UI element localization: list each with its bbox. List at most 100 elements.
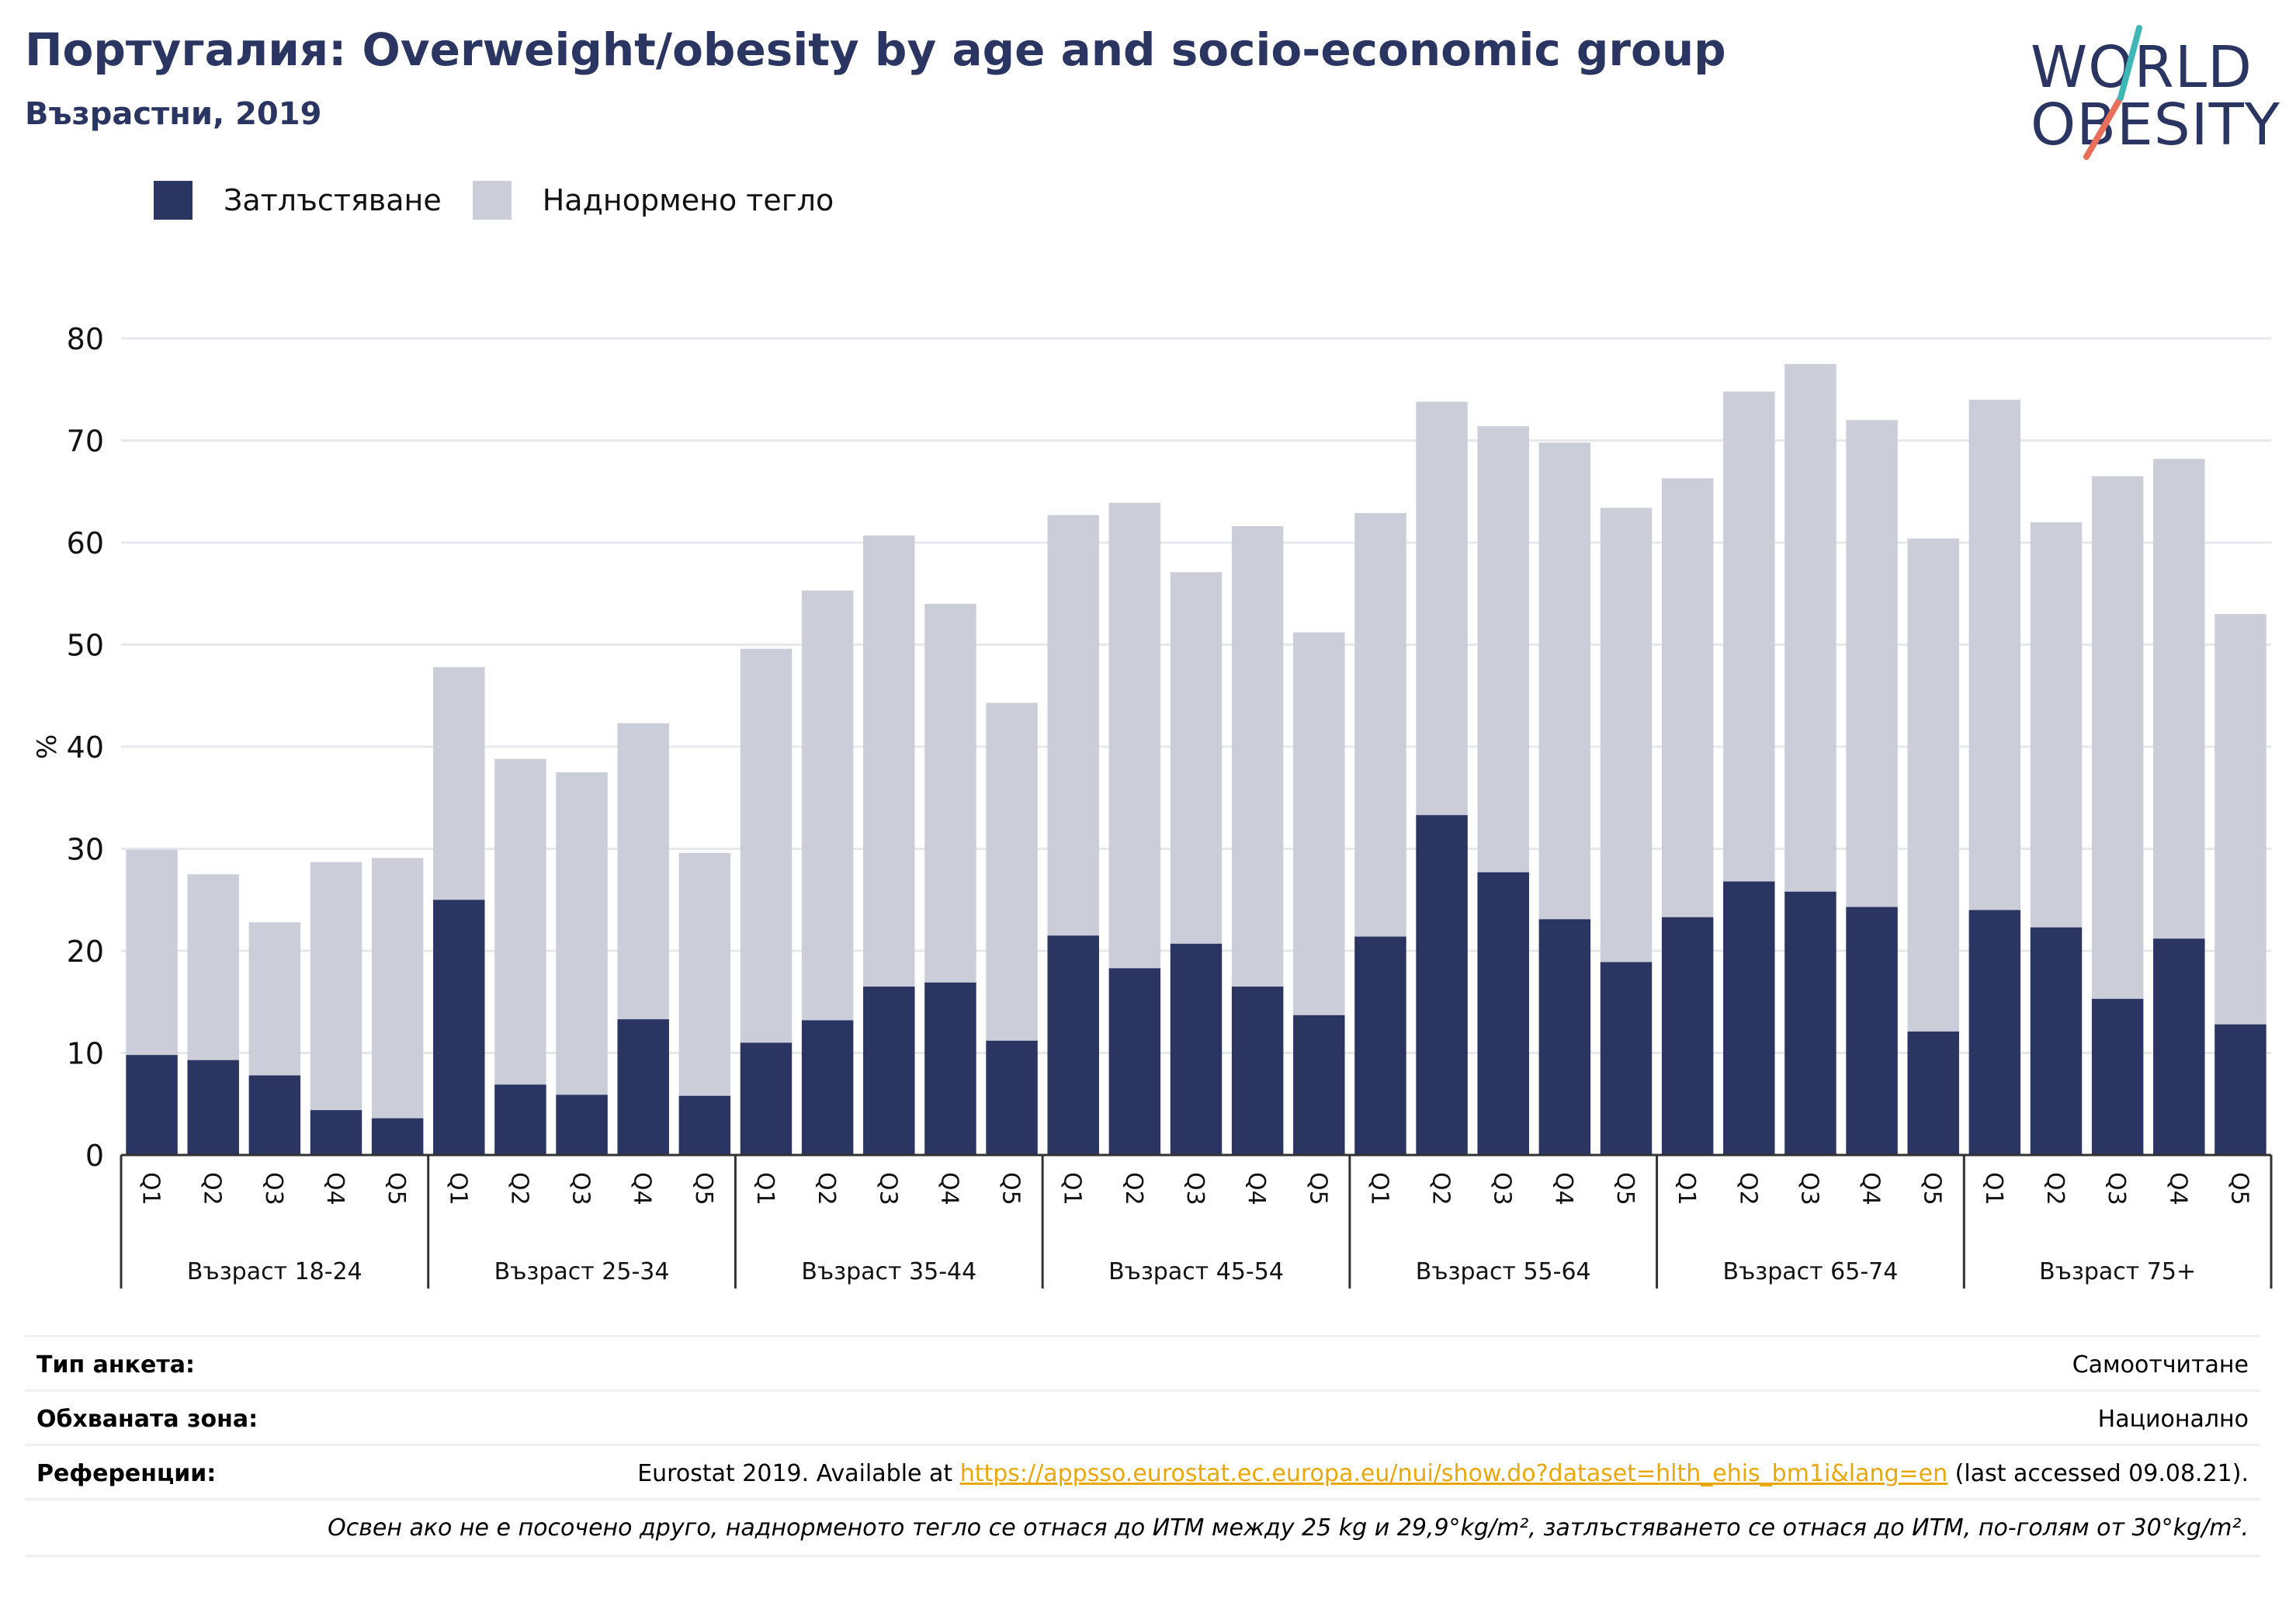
meta-row-survey-type: Тип анкета: Самоотчитане <box>25 1335 2260 1392</box>
bar-overweight <box>1231 525 1284 987</box>
meta-row-coverage: Обхваната зона: Национално <box>25 1389 2260 1446</box>
bar-overweight <box>371 858 424 1119</box>
group-label: Възраст 75+ <box>2039 1258 2196 1285</box>
y-tick-label: 80 <box>67 322 104 356</box>
y-tick-label: 10 <box>67 1037 104 1071</box>
group-label: Възраст 35-44 <box>801 1258 976 1285</box>
bar-obesity <box>1846 907 1898 1155</box>
references-prefix: Eurostat 2019. Available at <box>637 1460 960 1487</box>
bar-obesity <box>1170 943 1223 1155</box>
bar-obesity <box>1477 872 1529 1155</box>
x-tick-label: Q5 <box>1304 1172 1331 1205</box>
meta-row-references: Референции: Eurostat 2019. Available at … <box>25 1444 2260 1500</box>
bar-overweight <box>740 648 793 1043</box>
x-tick-label: Q1 <box>1673 1172 1700 1205</box>
legend-item-obesity: Затлъстяване <box>154 181 442 220</box>
bar-obesity <box>310 1110 362 1155</box>
x-tick-label: Q1 <box>444 1172 471 1205</box>
bar-obesity <box>1416 815 1468 1155</box>
y-tick-label: 40 <box>67 730 104 765</box>
x-tick-label: Q4 <box>1243 1172 1270 1205</box>
x-tick-label: Q1 <box>1365 1172 1393 1205</box>
bar-obesity <box>248 1075 301 1155</box>
bar-overweight <box>556 772 608 1095</box>
logo-line2: OBESITY <box>2031 92 2280 158</box>
group-label: Възраст 55-64 <box>1416 1258 1591 1285</box>
x-tick-label: Q4 <box>1550 1172 1577 1205</box>
bar-obesity <box>1968 910 2021 1155</box>
bar-obesity <box>1231 987 1284 1155</box>
bar-overweight <box>801 590 854 1021</box>
x-tick-label: Q3 <box>260 1172 287 1205</box>
bar-obesity <box>1354 936 1406 1155</box>
group-label: Възраст 18-24 <box>187 1258 362 1285</box>
bar-obesity <box>2091 998 2144 1155</box>
bar-overweight <box>1968 399 2021 910</box>
bar-overweight <box>2153 459 2205 939</box>
bar-obesity <box>863 987 915 1155</box>
bar-obesity <box>1784 891 1836 1155</box>
bar-obesity <box>924 982 976 1155</box>
bar-overweight <box>617 723 669 1020</box>
bar-overweight <box>924 603 976 983</box>
x-tick-label: Q5 <box>1611 1172 1639 1205</box>
x-tick-label: Q2 <box>1734 1172 1761 1205</box>
bar-overweight <box>310 862 362 1111</box>
bar-overweight <box>1477 426 1529 872</box>
bar-overweight <box>1416 401 1468 816</box>
legend-item-overweight: Наднормено тегло <box>472 181 834 220</box>
stacked-bar-chart: 0 10 20 30 40 50 60 70 80% Q1 Q2 Q3 Q4 Q5 Q1 Q2 Q3 Q4 Q5 Q1… <box>32 322 2273 1289</box>
bar-obesity <box>2153 938 2205 1155</box>
x-tick-label: Q3 <box>1181 1172 1209 1205</box>
group-label: Възраст 45-54 <box>1108 1258 1284 1285</box>
x-tick-label: Q2 <box>2041 1172 2069 1205</box>
x-tick-label: Q1 <box>1980 1172 2007 1205</box>
bar-obesity <box>1661 917 1714 1155</box>
x-tick-label: Q3 <box>2103 1172 2130 1205</box>
bar-overweight <box>1784 363 1836 892</box>
bar-obesity <box>801 1020 854 1155</box>
bar-obesity <box>1538 919 1591 1155</box>
bar-overweight <box>1354 512 1406 937</box>
bar-overweight <box>1047 515 1099 936</box>
bar-overweight <box>1170 572 1223 944</box>
x-tick-label: Q3 <box>567 1172 595 1205</box>
x-tick-label: Q5 <box>997 1172 1025 1205</box>
x-tick-label: Q3 <box>874 1172 901 1205</box>
references-link[interactable]: https://appsso.eurostat.ec.europa.eu/nui… <box>959 1460 1948 1487</box>
bar-overweight <box>1538 442 1591 920</box>
x-tick-label: Q1 <box>751 1172 779 1205</box>
bar-obesity <box>678 1095 731 1155</box>
group-label: Възраст 65-74 <box>1723 1258 1899 1285</box>
x-tick-label: Q2 <box>1120 1172 1147 1205</box>
y-tick-label: 60 <box>67 526 104 560</box>
y-tick-label: 0 <box>85 1139 104 1173</box>
bar-obesity <box>1723 881 1775 1155</box>
x-tick-label: Q5 <box>383 1172 410 1205</box>
x-tick-label: Q2 <box>1427 1172 1455 1205</box>
bar-overweight <box>494 758 546 1085</box>
bar-obesity <box>1907 1031 1959 1155</box>
coverage-label: Обхваната зона: <box>36 1406 258 1433</box>
bar-overweight <box>2030 522 2083 928</box>
y-tick-label: 50 <box>67 629 104 663</box>
x-tick-label: Q2 <box>505 1172 532 1205</box>
chart-legend: Затлъстяване Наднормено тегло <box>154 179 865 222</box>
survey-type-label: Тип анкета: <box>36 1351 195 1379</box>
group-label: Възраст 25-34 <box>494 1258 670 1285</box>
x-tick-label: Q4 <box>321 1172 349 1205</box>
bar-obesity <box>126 1055 178 1155</box>
x-tick-label: Q5 <box>1919 1172 1946 1205</box>
legend-swatch-obesity <box>154 181 192 220</box>
references-value: Eurostat 2019. Available at https://apps… <box>637 1460 2249 1487</box>
x-tick-label: Q1 <box>1059 1172 1086 1205</box>
bar-obesity <box>433 900 485 1155</box>
bar-obesity <box>1047 935 1099 1155</box>
x-tick-label: Q2 <box>813 1172 840 1205</box>
y-tick-label: 70 <box>67 425 104 459</box>
logo-line1: WORLD <box>2031 34 2253 101</box>
bar-overweight <box>126 849 178 1056</box>
bar-overweight <box>1907 538 1959 1032</box>
x-tick-label: Q5 <box>2225 1172 2253 1205</box>
x-tick-label: Q5 <box>690 1172 717 1205</box>
